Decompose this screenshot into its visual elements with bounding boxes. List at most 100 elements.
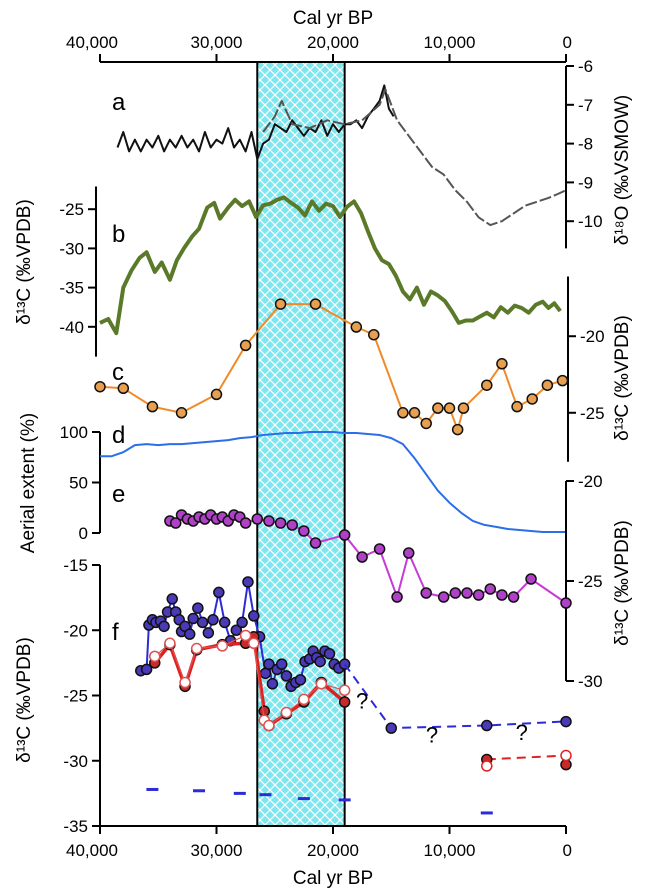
panel-f-point-hollow xyxy=(263,719,275,732)
y-tick-label: -25 xyxy=(578,572,603,591)
panel-c-point xyxy=(420,417,432,430)
panel-f: -15 -20 -25 -30 -35 δ¹³C (‰VPDB) f??? xyxy=(14,556,572,836)
panel-e-point xyxy=(169,517,182,529)
panel-c-point xyxy=(146,400,159,413)
panel-e-point xyxy=(507,591,520,603)
panel-f-series-4-line xyxy=(486,754,567,761)
panel-e-point xyxy=(286,519,298,531)
panel-e-point xyxy=(298,525,310,537)
x-tick-label-top: 40,000 xyxy=(66,33,118,52)
x-tick-label-bottom: 20,000 xyxy=(307,841,359,860)
panel-b: -25 -30 -35 -40 δ¹³C (‰VPDB) b xyxy=(14,186,562,357)
bottom-x-axis-title: Cal yr BP xyxy=(293,868,373,889)
panel-c-point xyxy=(511,400,523,413)
panel-e-point xyxy=(251,513,264,525)
uncertainty-question-mark: ? xyxy=(516,720,528,745)
panel-c-point xyxy=(94,380,106,393)
y-tick-label: 0 xyxy=(79,524,88,543)
panel-c-letter: c xyxy=(112,359,124,386)
panel-f-point-hollow xyxy=(560,749,572,762)
panel-f-point xyxy=(323,647,336,660)
x-tick-label-bottom: 0 xyxy=(563,841,572,860)
panel-c-point xyxy=(117,382,130,395)
panel-f-point xyxy=(338,696,351,708)
panel-a: -6 -7 -8 -9 -10 δ¹⁸O (‰VSMOW) a xyxy=(112,57,633,249)
x-tick-label-top: 20,000 xyxy=(307,33,359,52)
y-tick-label: -20 xyxy=(580,327,605,346)
y-tick-label: -20 xyxy=(63,621,88,640)
panel-f-point xyxy=(166,593,178,605)
panel-e-point xyxy=(496,589,508,601)
panel-f-point xyxy=(196,616,209,629)
panel-e-point xyxy=(391,591,403,603)
panel-b-letter: b xyxy=(112,221,125,248)
panel-c-point xyxy=(526,393,538,405)
y-tick-label: -15 xyxy=(63,556,88,575)
panel-f-point xyxy=(158,620,170,633)
panel-c-point xyxy=(368,328,380,341)
panel-e-point xyxy=(263,515,275,527)
panel-c-point xyxy=(443,402,456,414)
panel-e-point xyxy=(309,537,322,549)
panel-c-point xyxy=(496,358,508,370)
panel-c-point xyxy=(397,407,409,419)
panel-c-point xyxy=(451,423,464,436)
panel-f-point-hollow xyxy=(190,642,203,655)
panel-f-letter: f xyxy=(112,619,119,646)
panel-e-point xyxy=(239,517,252,529)
y-tick-label: -25 xyxy=(63,687,88,706)
y-tick-label: -30 xyxy=(63,752,88,771)
panel-e: -20 -25 -30 δ¹³C (‰VPDB) e xyxy=(112,472,633,691)
panel-f-point-hollow xyxy=(239,629,252,642)
panel-f-series-1-line xyxy=(343,663,563,730)
y-tick-label: 100 xyxy=(60,423,88,442)
panel-f-point-hollow xyxy=(315,678,328,690)
panel-c-point xyxy=(175,407,188,419)
panel-c-point xyxy=(432,402,444,414)
panel-f-point xyxy=(294,674,307,686)
y-tick-label: -9 xyxy=(578,173,593,192)
panel-f-point xyxy=(385,722,397,734)
y-tick-label: -8 xyxy=(578,135,593,154)
panel-f-point xyxy=(314,655,326,668)
panel-f-point-hollow xyxy=(216,640,229,652)
panel-b-y-title: δ¹³C (‰VPDB) xyxy=(14,199,35,325)
panel-e-point xyxy=(484,583,497,595)
panel-e-point xyxy=(373,543,386,555)
panel-c: -20 -25 δ¹³C (‰VPDB) c xyxy=(94,276,633,462)
panel-f-point xyxy=(263,658,275,670)
chart-panels: -6 -7 -8 -9 -10 δ¹⁸O (‰VSMOW) a -25 -30 -35 -40 δ¹³… xyxy=(14,57,633,836)
panel-f-point-hollow xyxy=(179,676,191,689)
y-tick-label: -10 xyxy=(578,212,603,231)
panel-c-point xyxy=(408,407,421,419)
panel-f-point xyxy=(560,715,572,728)
y-tick-label: -30 xyxy=(59,239,84,258)
y-tick-label: -40 xyxy=(59,318,84,337)
panel-b-series-0-line xyxy=(99,195,562,336)
panel-d-y-title: Aerial extent (%) xyxy=(18,413,39,553)
y-tick-label: -35 xyxy=(59,279,84,298)
panel-c-point xyxy=(556,374,569,387)
panel-d: 100 50 0 Aerial extent (%) d xyxy=(18,413,566,553)
panel-f-point xyxy=(187,612,199,625)
x-tick-label-top: 30,000 xyxy=(191,33,243,52)
panel-e-letter: e xyxy=(112,481,125,508)
panel-f-point xyxy=(213,586,225,599)
panel-f-point-hollow xyxy=(149,650,161,663)
panel-f-point-hollow xyxy=(338,684,351,697)
x-tick-label-top: 0 xyxy=(563,33,572,52)
panel-a-series-0-line xyxy=(116,84,395,161)
panel-c-point xyxy=(350,321,363,333)
x-tick-label-bottom: 40,000 xyxy=(66,841,118,860)
y-tick-label: -20 xyxy=(578,472,603,491)
panel-c-point xyxy=(457,402,470,414)
uncertainty-question-mark: ? xyxy=(356,689,368,714)
panel-c-point xyxy=(541,379,554,391)
panel-e-point xyxy=(356,551,368,563)
panel-f-point-hollow xyxy=(164,637,176,650)
panel-f-point xyxy=(192,602,204,614)
panel-f-point xyxy=(202,627,215,639)
panel-f-point xyxy=(183,628,196,640)
y-tick-label: 50 xyxy=(69,474,88,493)
